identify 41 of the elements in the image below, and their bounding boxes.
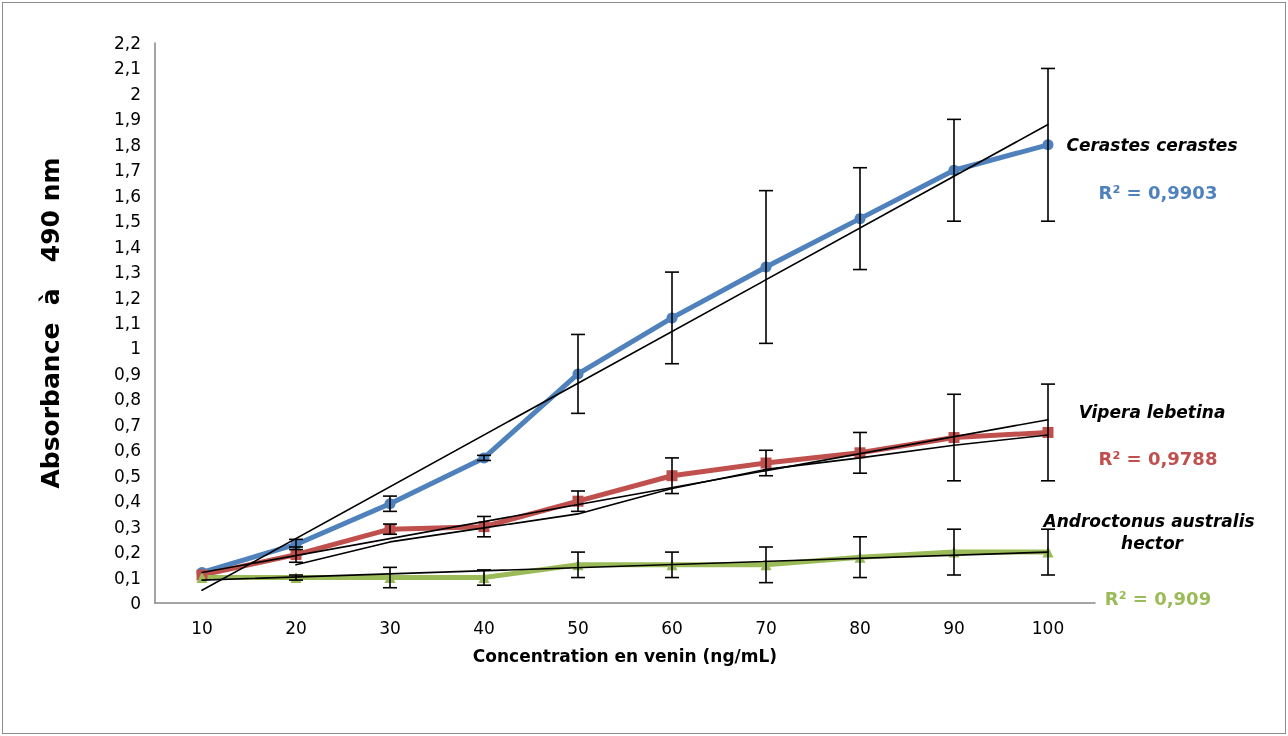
y-tick-label: 1,3 bbox=[113, 262, 141, 283]
y-axis-title: Absorbance à 490 nm bbox=[36, 157, 65, 489]
y-tick-label: 0,2 bbox=[113, 542, 141, 563]
x-tick-label: 50 bbox=[567, 617, 589, 638]
y-tick-label: 1,6 bbox=[113, 185, 141, 206]
y-tick-label: 1,8 bbox=[113, 134, 141, 155]
x-axis-title: Concentration en venin (ng/mL) bbox=[472, 645, 778, 666]
x-tick-label: 30 bbox=[379, 617, 401, 638]
y-tick-label: 0,4 bbox=[113, 491, 141, 512]
y-tick-label: 1,1 bbox=[113, 313, 141, 333]
series-label: Vipera lebetina bbox=[1078, 402, 1226, 423]
x-tick-label: 40 bbox=[473, 617, 495, 638]
y-tick-label: 0,1 bbox=[113, 567, 141, 588]
y-tick-label: 1,2 bbox=[113, 287, 141, 308]
series-label: Cerastes cerastes bbox=[1066, 134, 1238, 155]
x-tick-label: 10 bbox=[191, 617, 213, 638]
y-tick-label: 0,8 bbox=[113, 389, 141, 410]
text: R² = 0,9903 bbox=[1098, 182, 1218, 204]
y-tick-label: 0,3 bbox=[113, 516, 141, 537]
text: R² = 0,9788 bbox=[1098, 447, 1218, 469]
y-tick-label: 2,1 bbox=[113, 58, 141, 79]
x-tick-label: 70 bbox=[755, 617, 777, 638]
text: R² = 0,909 bbox=[1104, 587, 1212, 609]
series-label: Androctonus australis hector bbox=[1041, 511, 1261, 554]
x-tick-label: 80 bbox=[849, 617, 871, 638]
x-tick-label: 20 bbox=[285, 617, 307, 638]
y-tick-label: 1 bbox=[130, 338, 141, 359]
y-tick-label: 1,7 bbox=[113, 160, 141, 181]
x-tick-label: 60 bbox=[661, 617, 683, 638]
x-tick-label: 90 bbox=[943, 617, 965, 638]
y-tick-label: 2 bbox=[130, 83, 141, 104]
y-tick-label: 1,9 bbox=[113, 109, 141, 130]
y-tick-label: 0 bbox=[130, 593, 141, 613]
y-tick-label: 1,5 bbox=[113, 211, 141, 232]
y-tick-label: 1,4 bbox=[113, 236, 141, 257]
y-tick-label: 0,6 bbox=[113, 440, 141, 461]
y-tick-label: 0,7 bbox=[113, 414, 141, 435]
x-tick-label: 100 bbox=[1031, 617, 1065, 638]
y-tick-label: 0,5 bbox=[113, 465, 141, 486]
y-tick-label: 0,9 bbox=[113, 363, 141, 384]
y-tick-label: 2,2 bbox=[113, 33, 141, 53]
